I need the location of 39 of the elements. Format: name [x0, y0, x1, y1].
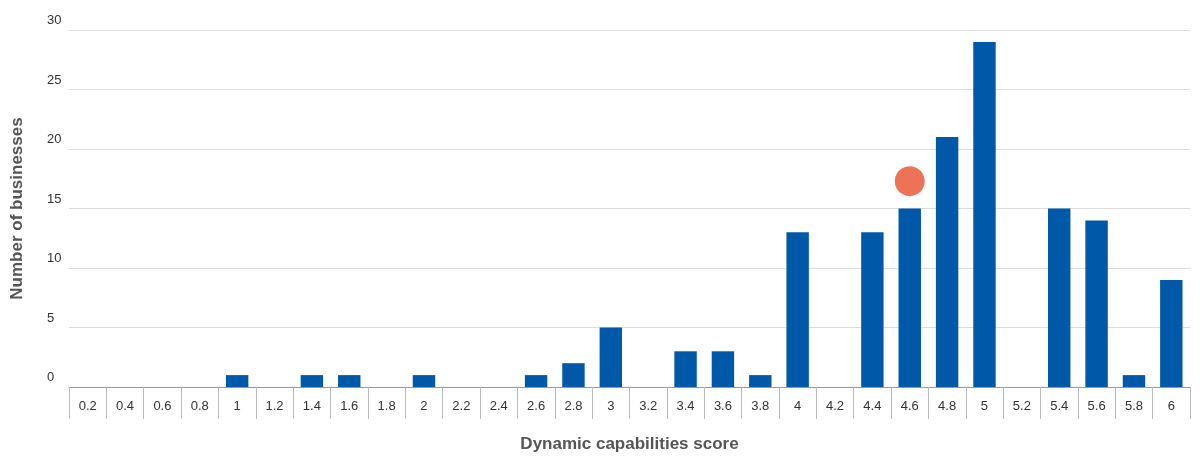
- y-tick-label: 20: [47, 131, 62, 146]
- x-tick-label: 4: [794, 398, 802, 413]
- y-tick-label: 25: [47, 71, 62, 87]
- x-tick-label: 3.4: [676, 398, 695, 413]
- y-axis-title: Number of businesses: [7, 117, 26, 300]
- x-tick-label: 1: [233, 398, 241, 413]
- x-tick-label: 4.8: [938, 398, 957, 413]
- x-tick-label: 3: [607, 398, 615, 413]
- x-tick-label: 4.2: [825, 398, 845, 413]
- x-tick-label: 5.6: [1087, 398, 1106, 413]
- x-tick-label: 2.8: [564, 398, 583, 413]
- x-tick-label: 4.4: [863, 398, 882, 413]
- x-tick-label: 0.6: [153, 398, 172, 413]
- x-tick-label: 5.8: [1124, 398, 1143, 413]
- x-tick-label: 3.8: [751, 398, 770, 413]
- x-tick-label: 0.4: [116, 398, 135, 413]
- x-tick-label: 1.4: [302, 398, 321, 413]
- y-tick-label: 10: [47, 250, 62, 265]
- x-tick-label: 2.6: [527, 398, 546, 413]
- x-tick-label: 5.4: [1050, 398, 1069, 413]
- x-tick-label: 4.6: [900, 398, 919, 413]
- y-tick-label: 30: [47, 12, 62, 27]
- x-tick-label: 3.2: [639, 398, 658, 413]
- y-tick-label: 5: [47, 309, 55, 325]
- x-tick-label: 1.8: [377, 398, 396, 413]
- x-tick-label: 0.8: [190, 398, 209, 413]
- x-tick-label: 3.6: [713, 398, 732, 413]
- x-tick-label: 0.2: [78, 398, 97, 413]
- x-tick-label: 2.4: [489, 398, 508, 413]
- y-tick-label: 0: [47, 369, 55, 384]
- x-tick-label: 5.2: [1012, 398, 1031, 413]
- x-tick-label: 1.6: [340, 398, 359, 413]
- x-tick-label: 5: [980, 398, 989, 413]
- y-tick-label: 15: [47, 190, 62, 206]
- x-axis-title: Dynamic capabilities score: [520, 434, 739, 453]
- x-tick-label: 2.2: [452, 398, 471, 413]
- x-tick-label: 1.2: [265, 398, 284, 413]
- x-tick-label: 6: [1167, 398, 1175, 413]
- x-tick-label: 2: [420, 398, 428, 413]
